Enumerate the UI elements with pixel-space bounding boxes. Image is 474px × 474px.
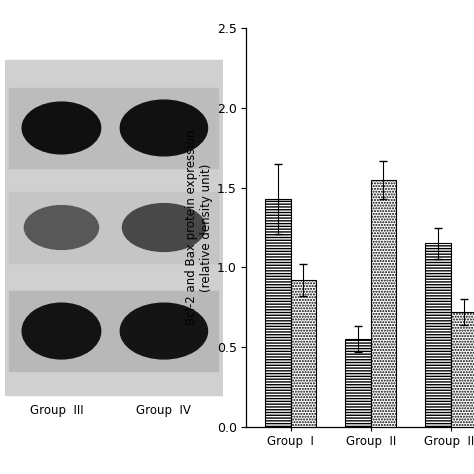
Text: Group  III: Group III (30, 404, 84, 417)
Bar (9, 88, 219, 168)
Bar (9, 191, 219, 264)
Ellipse shape (122, 204, 205, 251)
Bar (291, 280, 316, 427)
Bar (425, 244, 451, 427)
Bar (371, 180, 396, 427)
Ellipse shape (22, 102, 100, 154)
Text: Group  IV: Group IV (137, 404, 191, 417)
Ellipse shape (120, 100, 208, 156)
Bar (9, 291, 219, 371)
Bar (345, 339, 371, 427)
Bar (265, 199, 291, 427)
Ellipse shape (24, 206, 99, 249)
Bar (5, 60, 223, 395)
Ellipse shape (22, 303, 100, 359)
Ellipse shape (120, 303, 208, 359)
Y-axis label: Bcl-2 and Bax protein expression
(relative density unit): Bcl-2 and Bax protein expression (relati… (184, 130, 213, 325)
Bar (451, 312, 474, 427)
